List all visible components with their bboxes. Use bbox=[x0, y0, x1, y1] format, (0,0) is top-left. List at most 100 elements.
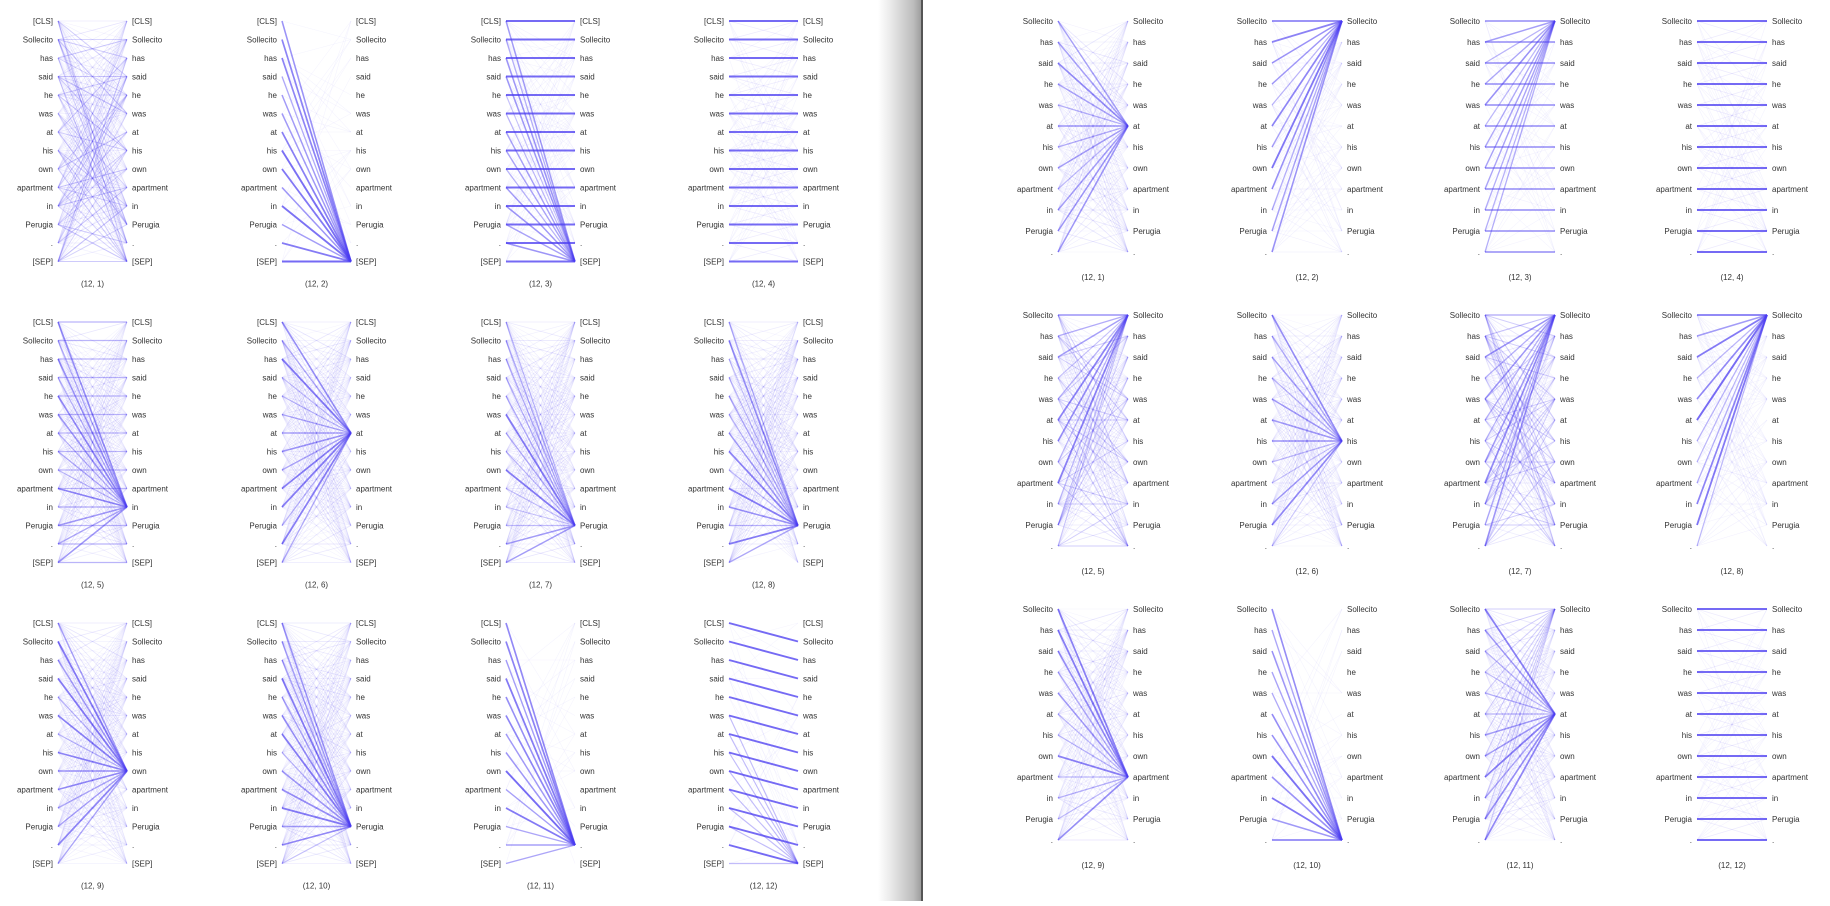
token-label-right: at bbox=[1133, 416, 1140, 425]
attention-edge bbox=[1271, 146, 1343, 253]
token-label-right: own bbox=[356, 165, 371, 174]
attention-edge bbox=[1271, 503, 1343, 526]
attention-edge bbox=[505, 432, 576, 526]
attention-edge bbox=[57, 488, 128, 545]
attention-edge bbox=[1484, 209, 1556, 253]
attention-edge bbox=[1696, 692, 1768, 715]
token-label-right: [SEP] bbox=[356, 559, 376, 568]
attention-edge bbox=[1696, 776, 1768, 799]
attention-edge bbox=[1057, 104, 1129, 211]
attention-edge bbox=[57, 76, 128, 170]
token-label-left: was bbox=[486, 110, 501, 119]
attention-edge bbox=[728, 340, 799, 360]
attention-edge bbox=[1484, 62, 1556, 190]
window-divider[interactable] bbox=[921, 0, 923, 901]
attention-edge bbox=[1484, 20, 1556, 127]
token-label-right: apartment bbox=[132, 485, 169, 494]
attention-edge bbox=[57, 752, 128, 809]
attention-edge bbox=[281, 57, 352, 133]
attention-edge bbox=[505, 622, 576, 753]
token-label-left: [CLS] bbox=[257, 318, 277, 327]
attention-edge bbox=[728, 414, 799, 526]
attention-edge bbox=[1271, 314, 1343, 358]
attention-edge bbox=[281, 395, 352, 434]
attention-edge bbox=[1484, 608, 1556, 715]
head-label: (12, 2) bbox=[305, 280, 328, 289]
token-label-left: . bbox=[1690, 836, 1692, 845]
attention-edge bbox=[505, 39, 576, 114]
attention-edge bbox=[728, 150, 799, 262]
token-label-right: [CLS] bbox=[132, 619, 152, 628]
attention-edge bbox=[57, 224, 128, 244]
token-label-left: in bbox=[1474, 794, 1480, 803]
attention-edge bbox=[1057, 461, 1129, 547]
attention-edge bbox=[1696, 62, 1768, 169]
token-label-left: Perugia bbox=[249, 221, 277, 230]
token-label-right: has bbox=[1133, 332, 1146, 341]
token-label-right: was bbox=[802, 411, 817, 420]
token-label-right: apartment bbox=[356, 786, 393, 795]
token-label-right: . bbox=[356, 841, 358, 850]
attention-edge bbox=[505, 76, 576, 170]
attention-edge bbox=[1271, 188, 1343, 211]
attention-edge bbox=[505, 205, 576, 225]
token-label-left: apartment bbox=[17, 184, 54, 193]
token-label-right: apartment bbox=[1772, 479, 1809, 488]
token-label-left: . bbox=[1690, 542, 1692, 551]
attention-edge bbox=[57, 678, 128, 827]
attention-edge bbox=[1484, 692, 1556, 799]
attention-edge bbox=[1484, 608, 1556, 778]
attention-edge bbox=[1484, 167, 1556, 211]
attention-edge bbox=[57, 94, 128, 262]
token-label-left: said bbox=[1252, 647, 1267, 656]
attention-edge bbox=[505, 432, 576, 508]
attention-edge bbox=[1484, 20, 1556, 253]
attention-edge bbox=[57, 57, 128, 114]
attention-edge bbox=[281, 807, 352, 864]
attention-edge bbox=[1696, 146, 1768, 253]
attention-edge bbox=[57, 488, 128, 526]
attention-edge bbox=[57, 432, 128, 526]
token-label-left: apartment bbox=[1656, 479, 1693, 488]
token-label-left: his bbox=[1043, 437, 1053, 446]
attention-edge bbox=[728, 358, 799, 563]
attention-edge bbox=[57, 39, 128, 262]
attention-edge bbox=[1484, 20, 1556, 253]
attention-edge bbox=[281, 340, 352, 471]
attention-edge bbox=[281, 414, 352, 489]
token-label-left: has bbox=[1254, 332, 1267, 341]
attention-edge bbox=[505, 20, 576, 188]
token-label-left: apartment bbox=[17, 485, 54, 494]
attention-edge bbox=[505, 358, 576, 545]
token-label-left: . bbox=[722, 540, 724, 549]
attention-edge bbox=[1696, 41, 1768, 64]
token-label-right: has bbox=[580, 656, 593, 665]
attention-edge bbox=[505, 696, 576, 827]
attention-edge bbox=[57, 358, 128, 397]
attention-edge bbox=[1057, 440, 1129, 547]
